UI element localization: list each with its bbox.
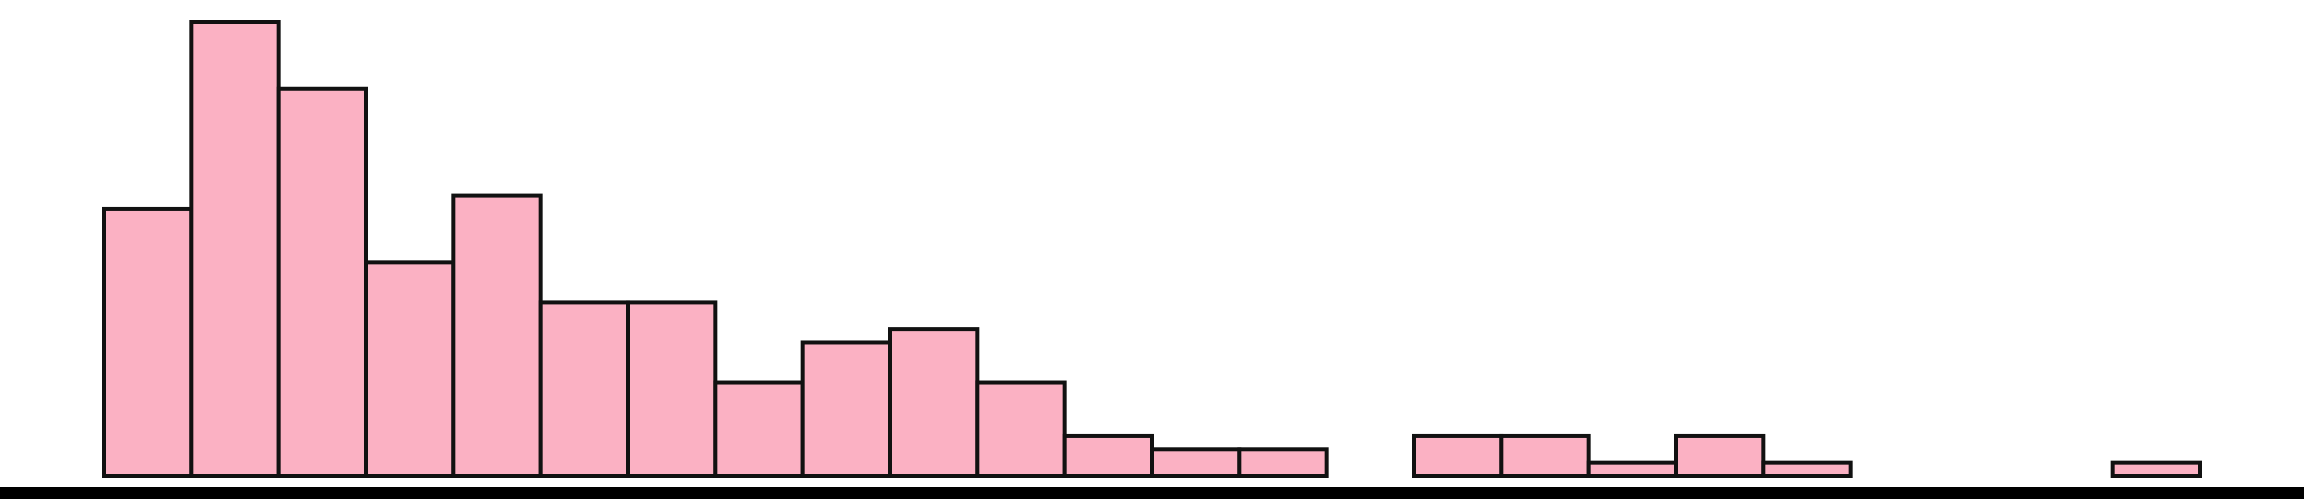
histogram-bar xyxy=(1150,447,1242,479)
histogram-bar xyxy=(2110,460,2202,478)
histogram-bar xyxy=(1062,433,1155,479)
histogram-bar xyxy=(1237,447,1329,479)
histogram-bar xyxy=(1674,433,1766,479)
histogram-bar xyxy=(1761,460,1853,478)
histogram-bar xyxy=(538,300,630,478)
histogram-bar xyxy=(800,340,892,478)
histogram-bar xyxy=(1499,433,1591,479)
histogram-bar xyxy=(975,380,1067,478)
x-axis-baseline xyxy=(0,487,2304,499)
histogram-bar xyxy=(276,86,369,478)
histogram-bar xyxy=(102,206,194,478)
histogram-bar xyxy=(364,260,456,478)
histogram-bar xyxy=(1586,460,1679,478)
histogram-bar xyxy=(189,20,281,478)
histogram-bar xyxy=(1412,433,1504,479)
bars-group xyxy=(102,20,2202,479)
histogram-bar xyxy=(451,193,543,478)
histogram-bar xyxy=(888,327,980,478)
histogram-bar xyxy=(626,300,718,478)
histogram-bar xyxy=(713,380,805,478)
